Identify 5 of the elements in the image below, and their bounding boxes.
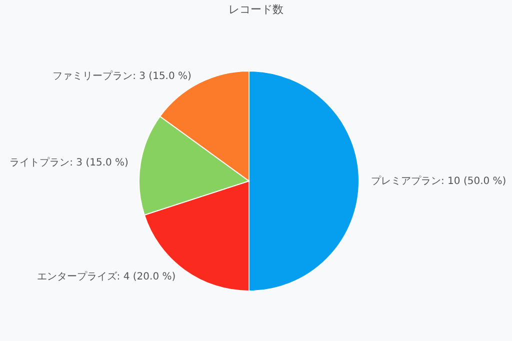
slice-label: ライトプラン: 3 (15.0 %) bbox=[10, 156, 129, 169]
slice-label: プレミアプラン: 10 (50.0 %) bbox=[371, 175, 506, 187]
slice-label: エンタープライズ: 4 (20.0 %) bbox=[36, 270, 176, 282]
slice-label: ファミリープラン: 3 (15.0 %) bbox=[52, 70, 192, 82]
chart-title: レコード数 bbox=[228, 3, 284, 16]
